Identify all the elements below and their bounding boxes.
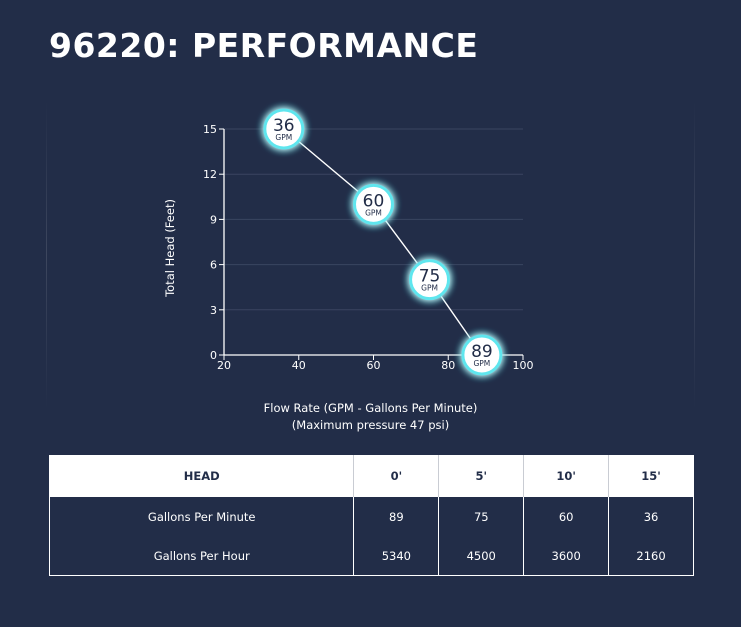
y-tick-label: 3: [210, 304, 217, 317]
table-cell: 60: [523, 496, 610, 536]
y-axis-label: Total Head (Feet): [163, 199, 177, 298]
data-point-marker: [461, 334, 503, 376]
data-point-label: 36: [273, 116, 295, 136]
x-axis-label: Flow Rate (GPM - Gallons Per Minute): [263, 401, 478, 415]
table-header: 15': [608, 455, 694, 497]
right-divider: [694, 100, 695, 410]
table-cell: Gallons Per Hour: [49, 536, 355, 576]
table-cell: 5340: [353, 536, 440, 576]
x-tick-label: 20: [217, 359, 231, 372]
data-point-label: 75: [419, 267, 441, 287]
table-cell: 75: [438, 496, 525, 536]
data-point-marker: [409, 259, 451, 301]
data-point-marker: [353, 183, 394, 225]
x-tick-label: 40: [292, 359, 306, 372]
y-tick-label: 12: [203, 168, 217, 181]
table-cell: Gallons Per Minute: [49, 496, 355, 536]
table-row: Gallons Per Minute 89 75 60 36: [49, 496, 694, 536]
table-header: 0': [353, 455, 440, 497]
page-title: 96220: PERFORMANCE: [49, 26, 479, 65]
data-point-unit: GPM: [473, 359, 490, 368]
x-tick-label: 60: [367, 359, 381, 372]
performance-curve: [283, 128, 483, 356]
table-header: 5': [438, 455, 525, 497]
data-point-unit: GPM: [365, 208, 382, 217]
x-tick-label: 80: [441, 359, 455, 372]
data-point-marker: [263, 108, 305, 150]
table-cell: 3600: [523, 536, 610, 576]
data-point-label: 60: [363, 191, 385, 211]
table-cell: 36: [608, 496, 694, 536]
data-point-unit: GPM: [421, 284, 438, 293]
table-header: HEAD: [49, 455, 355, 497]
x-axis-note: (Maximum pressure 47 psi): [291, 418, 450, 432]
tick-labels: 0 3 6 9 12 15 20 40 60 80 100: [203, 123, 534, 372]
table-cell: 2160: [636, 548, 666, 563]
data-point-label: 89: [471, 342, 493, 362]
table-header-row: HEAD 0' 5' 10' 15': [49, 455, 694, 497]
y-tick-label: 6: [210, 259, 217, 272]
y-tick-label: 15: [203, 123, 217, 136]
data-point-unit: GPM: [275, 133, 292, 142]
head-flow-table: HEAD 0' 5' 10' 15' Gallons Per Minute 89…: [49, 455, 694, 576]
table-cell: 4500: [438, 536, 525, 576]
table-cell: 89: [353, 496, 440, 536]
x-tick-label: 100: [513, 359, 534, 372]
y-tick-label: 0: [210, 349, 217, 362]
table-header: 10': [523, 455, 610, 497]
table-row: Gallons Per Hour 5340 4500 3600 2160: [49, 536, 694, 576]
y-tick-label: 9: [210, 213, 217, 226]
left-divider: [46, 100, 47, 410]
